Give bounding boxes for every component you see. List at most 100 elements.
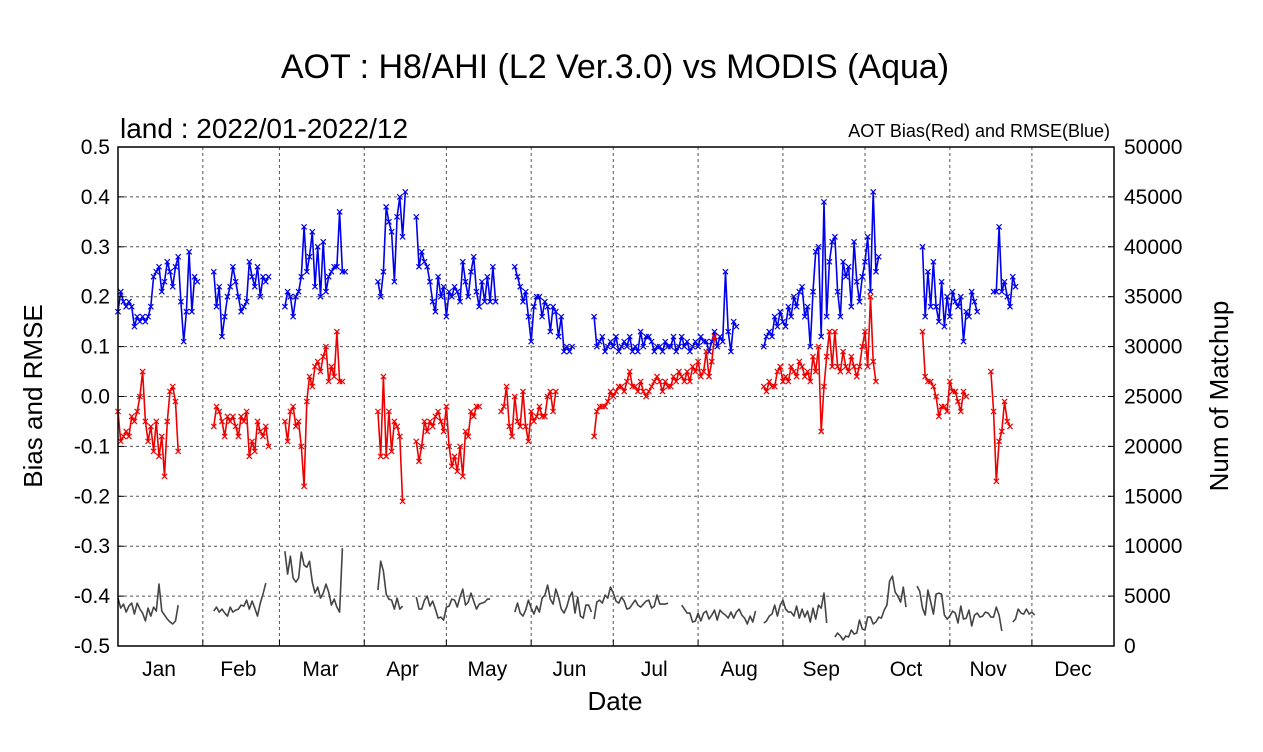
y-tick-label: 0.3	[81, 236, 110, 259]
rmse-point	[960, 338, 967, 345]
rmse-line	[415, 216, 497, 318]
rmse-point	[487, 298, 494, 305]
y-axis-label: Bias and RMSE	[18, 304, 48, 488]
rmse-point	[864, 233, 871, 240]
rmse-point	[451, 283, 458, 290]
rmse-point	[599, 333, 606, 340]
rmse-point	[446, 288, 453, 295]
rmse-point	[465, 293, 472, 300]
rmse-point	[492, 298, 499, 305]
rmse-point	[659, 348, 666, 355]
bias-point	[232, 423, 239, 430]
rmse-point	[820, 198, 827, 205]
rmse-point	[314, 243, 321, 250]
rmse-point	[194, 278, 201, 285]
bias-point	[933, 393, 940, 400]
rmse-point	[388, 228, 395, 235]
x-tick-label: Aug	[720, 658, 757, 681]
rmse-point	[547, 328, 554, 335]
bias-point	[1001, 398, 1008, 405]
bias-point	[689, 363, 696, 370]
y-tick-label: 0.5	[81, 136, 110, 159]
rmse-point	[224, 293, 231, 300]
bias-point	[610, 393, 617, 400]
rmse-point	[955, 303, 962, 310]
bias-point	[930, 383, 937, 390]
rmse-point	[560, 348, 568, 355]
rmse-point	[290, 313, 297, 320]
rmse-point	[221, 313, 228, 320]
bias-point	[654, 373, 661, 380]
rmse-point	[626, 333, 633, 340]
bias-point	[161, 473, 168, 480]
rmse-point	[771, 313, 778, 320]
rmse-point	[760, 343, 767, 350]
bias-point	[218, 418, 226, 425]
bias-point	[851, 363, 858, 370]
bias-point	[522, 423, 529, 430]
rmse-point	[539, 313, 546, 320]
bias-point	[339, 378, 346, 385]
bias-point	[692, 368, 699, 375]
num-of-matchup-line	[834, 575, 907, 641]
bias-point	[374, 408, 381, 415]
bias-point	[634, 388, 641, 395]
bias-point	[618, 383, 625, 390]
bias-point	[377, 453, 384, 460]
rmse-point	[396, 193, 403, 200]
num-of-matchup-line	[916, 585, 1003, 632]
rmse-point	[675, 343, 682, 350]
rmse-point	[651, 348, 658, 355]
bias-point	[435, 408, 442, 415]
bias-point	[158, 433, 165, 440]
bias-point	[533, 413, 540, 420]
bias-point	[848, 353, 855, 360]
rmse-point	[840, 258, 847, 265]
rmse-point	[766, 328, 773, 335]
bias-point	[295, 418, 302, 425]
rmse-point	[317, 293, 324, 300]
rmse-point	[637, 328, 644, 335]
bias-point	[235, 433, 242, 440]
bias-point	[385, 408, 392, 415]
rmse-point	[933, 303, 940, 310]
bias-point	[612, 388, 620, 395]
bias-point	[667, 383, 674, 390]
rmse-point	[607, 338, 614, 345]
rmse-point	[303, 268, 310, 275]
bias-point	[766, 378, 773, 385]
rmse-point	[831, 233, 838, 240]
rmse-point	[298, 273, 305, 280]
bias-point	[651, 378, 658, 385]
bias-point	[675, 368, 682, 375]
rmse-point	[695, 343, 702, 350]
y2-tick-label: 10000	[1124, 535, 1182, 558]
rmse-point	[555, 333, 562, 340]
rmse-point	[336, 208, 343, 215]
rmse-point	[240, 303, 247, 310]
rmse-point	[670, 333, 677, 340]
rmse-point	[604, 343, 611, 350]
num-of-matchup-line	[213, 582, 267, 617]
bias-point	[301, 483, 308, 490]
rmse-point	[385, 218, 392, 225]
bias-point	[511, 393, 518, 400]
rmse-point	[853, 278, 860, 285]
rmse-point	[640, 343, 647, 350]
bias-point	[169, 383, 176, 390]
y-tick-label: 0.0	[81, 386, 110, 409]
rmse-point	[235, 293, 242, 300]
bias-point	[621, 388, 628, 395]
y2-tick-label: 40000	[1124, 236, 1182, 259]
bias-point	[415, 458, 423, 465]
bias-point	[498, 408, 505, 415]
rmse-point	[325, 273, 332, 280]
bias-point	[993, 478, 1000, 485]
bias-point	[927, 378, 934, 385]
rmse-point	[484, 273, 491, 280]
bias-point	[254, 418, 261, 425]
rmse-point	[872, 268, 879, 275]
x-axis-label: Date	[588, 686, 643, 716]
rmse-point	[733, 323, 740, 330]
rmse-point	[213, 303, 220, 310]
